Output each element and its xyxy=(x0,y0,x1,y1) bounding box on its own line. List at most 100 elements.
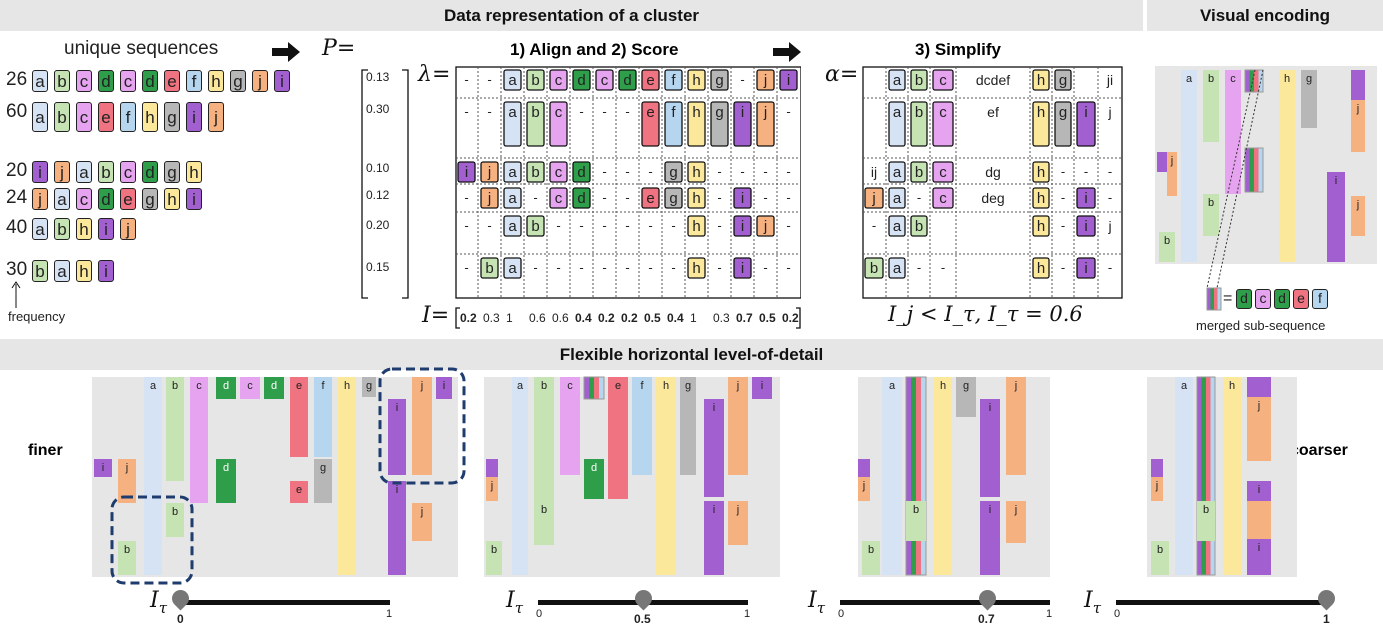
event-bar xyxy=(980,501,1000,575)
i-value: 0.6 xyxy=(552,311,569,325)
simplified-token-label: h xyxy=(1037,218,1045,235)
header-data-representation: Data representation of a cluster xyxy=(0,0,1143,31)
event-bar xyxy=(166,503,184,537)
slider-knob[interactable] xyxy=(1314,586,1339,611)
aligned-token-label: h xyxy=(692,260,700,277)
merged-bar xyxy=(1201,377,1206,575)
i-bracket-icon xyxy=(455,306,805,335)
simplified-token xyxy=(1076,101,1096,147)
aligned-token-label: h xyxy=(692,190,700,207)
merged-subsequence-label: merged sub-sequence xyxy=(1196,318,1326,333)
simplified-token xyxy=(1076,257,1096,279)
aligned-token-label: b xyxy=(531,104,539,121)
event-bar xyxy=(1151,477,1163,501)
event-bar xyxy=(166,377,184,481)
event-bar-label: h xyxy=(663,380,669,392)
merged-bar xyxy=(1210,377,1215,575)
merged-text: dg xyxy=(985,164,1001,180)
gap-dash: - xyxy=(917,260,921,275)
gap-dash: - xyxy=(464,72,468,87)
event-bar xyxy=(1327,172,1345,262)
merged-bar xyxy=(1217,288,1221,310)
aligned-token xyxy=(503,101,522,147)
event-bar-label: a xyxy=(517,380,524,392)
event-bar-label: b xyxy=(1203,504,1209,516)
sequence-token: d xyxy=(142,70,158,92)
simplified-token xyxy=(1032,215,1050,237)
gap-dash: - xyxy=(464,260,468,275)
header-level-of-detail: Flexible horizontal level-of-detail xyxy=(0,339,1383,370)
simplified-token xyxy=(932,161,954,183)
sequence-token: f xyxy=(186,70,202,92)
sequence-token: d xyxy=(98,188,114,210)
sequence-token: a xyxy=(54,260,70,282)
simplify-condition: I_j < I_τ, I_τ = 0.6 xyxy=(888,302,1083,326)
gap-dash: - xyxy=(717,164,721,179)
i-value: 0.7 xyxy=(736,311,753,325)
event-bar xyxy=(1151,459,1163,477)
event-bar xyxy=(1351,196,1365,236)
event-bar xyxy=(1351,100,1365,152)
connector-line xyxy=(1216,69,1264,289)
p-bracket-icon xyxy=(360,68,410,305)
aligned-token-label: g xyxy=(669,190,677,207)
simplified-token-label: h xyxy=(1037,190,1045,207)
i-tau-label: Iτ xyxy=(150,588,168,617)
gap-dash: - xyxy=(556,218,560,233)
aligned-token-label: j xyxy=(763,218,767,235)
extra-token: ji xyxy=(1106,72,1113,88)
gap-dash: - xyxy=(1108,260,1112,275)
event-bar xyxy=(1151,541,1169,575)
sequence-token: a xyxy=(32,70,48,92)
event-bar-label: b xyxy=(172,380,178,392)
merged-bar-outline xyxy=(583,376,605,400)
event-bar xyxy=(290,377,308,457)
i-value: 0.2 xyxy=(598,311,615,325)
simplified-token-label: a xyxy=(893,190,902,207)
simplified-token-label: b xyxy=(915,104,923,121)
event-bar-label: b xyxy=(541,504,547,516)
aligned-token-label: a xyxy=(508,72,517,89)
merged-text: ef xyxy=(987,104,999,120)
event-bar xyxy=(1247,539,1271,575)
simplified-token xyxy=(932,101,954,147)
aligned-token-label: i xyxy=(741,218,744,235)
event-bar xyxy=(1181,70,1197,262)
event-bar xyxy=(728,377,748,475)
aligned-token xyxy=(687,69,706,91)
simplified-token xyxy=(1032,101,1050,147)
aligned-token xyxy=(641,101,660,147)
sequence-token: c xyxy=(76,70,92,92)
gap-dash: - xyxy=(579,104,583,119)
sequence-token: a xyxy=(54,188,70,210)
p-value: 0.13 xyxy=(366,70,390,84)
simplified-token-label: g xyxy=(1059,72,1067,89)
merged-text: deg xyxy=(981,190,1004,206)
event-bar-label: g xyxy=(1306,73,1312,85)
merged-bar-outline xyxy=(1244,69,1264,93)
frequency-value: 26 xyxy=(6,69,28,90)
sequence-token: i xyxy=(186,188,202,210)
aligned-token-label: b xyxy=(531,218,539,235)
gap-dash: - xyxy=(1061,218,1065,233)
event-bar-label: b xyxy=(913,504,919,516)
event-bar-label: j xyxy=(736,504,739,516)
lambda-symbol: λ= xyxy=(418,62,451,87)
aligned-token-label: a xyxy=(508,164,517,181)
event-bar-label: a xyxy=(889,380,896,392)
aligned-token-label: j xyxy=(487,164,491,181)
slider-value: 0.5 xyxy=(634,612,651,626)
lod-chart: a h j i i j b b xyxy=(1151,376,1271,576)
extra-token: j xyxy=(1107,218,1111,234)
event-bar-label: j xyxy=(1014,504,1017,516)
sequence-token: e xyxy=(120,188,136,210)
aligned-token-label: a xyxy=(508,104,517,121)
event-bar-label: j xyxy=(1356,103,1359,115)
event-bar xyxy=(862,541,880,575)
aligned-token-label: i xyxy=(741,104,744,121)
gap-dash: - xyxy=(671,218,675,233)
slider-value: 0.7 xyxy=(978,612,995,626)
tau-subscript: τ xyxy=(816,599,826,617)
aligned-token-label: h xyxy=(692,104,700,121)
